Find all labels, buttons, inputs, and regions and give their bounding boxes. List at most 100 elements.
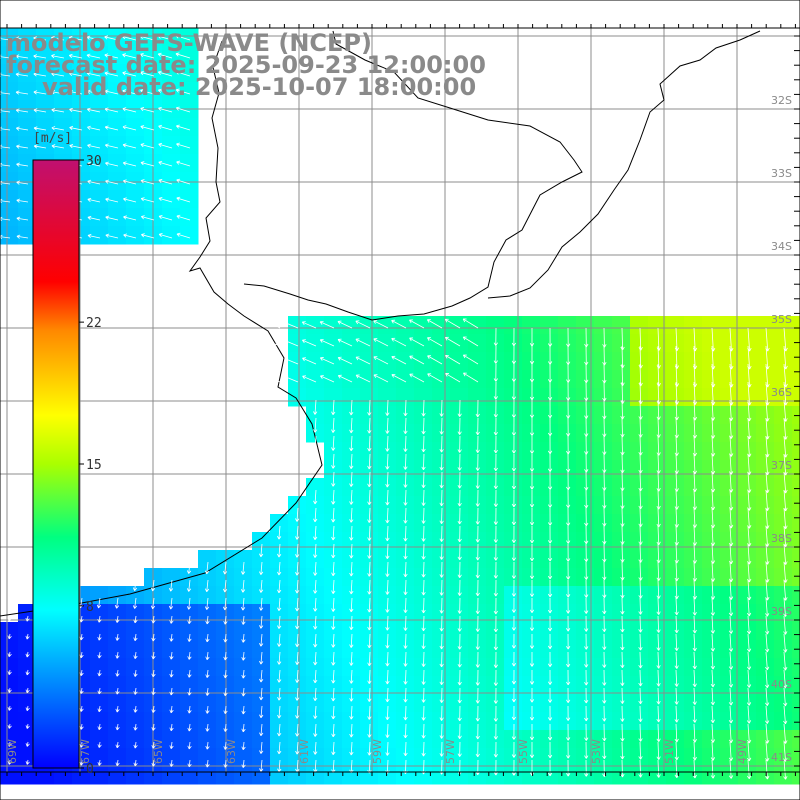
wind-cell: [18, 46, 37, 65]
wind-arrow: [584, 579, 589, 598]
wind-arrow: [385, 489, 390, 506]
wind-arrow: [385, 615, 390, 631]
wind-cell: [396, 334, 415, 353]
wind-cell: [252, 676, 271, 695]
wind-arrow: [79, 687, 84, 694]
wind-arrow: [277, 561, 282, 576]
wind-cell: [216, 640, 235, 659]
wind-arrow: [349, 471, 354, 487]
wind-cell: [558, 406, 577, 425]
wind-arrow: [266, 375, 281, 383]
wind-arrow: [151, 615, 156, 624]
wind-arrow: [475, 579, 480, 597]
wind-arrow: [511, 327, 517, 347]
wind-cell: [630, 676, 649, 695]
wind-arrow: [367, 651, 372, 667]
wind-arrow: [620, 525, 625, 545]
longitude-label: 57W: [444, 739, 457, 764]
wind-arrow: [169, 759, 174, 767]
wind-arrow: [86, 71, 101, 77]
wind-cell: [702, 478, 721, 497]
wind-cell: [504, 622, 523, 641]
wind-arrow: [475, 651, 480, 668]
wind-arrow: [331, 417, 336, 433]
wind-cell: [792, 694, 800, 713]
wind-cell: [342, 424, 361, 443]
wind-cell: [612, 388, 631, 407]
wind-cell: [108, 730, 127, 749]
wind-cell: [612, 694, 631, 713]
wind-cell: [666, 514, 685, 533]
wind-arrow: [122, 53, 137, 59]
wind-arrow: [133, 669, 138, 677]
wind-arrow: [728, 759, 734, 779]
wind-cell: [108, 586, 127, 605]
wind-arrow: [566, 417, 571, 437]
wind-cell: [288, 748, 307, 767]
wind-arrow: [385, 723, 390, 738]
wind-cell: [756, 316, 775, 335]
wind-arrow: [403, 687, 408, 703]
wind-cell: [432, 676, 451, 695]
wind-cell: [414, 388, 433, 407]
wind-cell: [594, 640, 613, 659]
wind-cell: [594, 622, 613, 641]
wind-arrow: [638, 633, 643, 651]
wind-cell: [792, 676, 800, 695]
wind-cell: [162, 676, 181, 695]
wind-cell: [720, 370, 739, 389]
wind-arrow: [746, 687, 752, 706]
wind-arrow: [427, 355, 443, 365]
wind-cell: [774, 550, 793, 569]
wind-cell: [342, 766, 361, 785]
wind-cell: [468, 406, 487, 425]
wind-arrow: [638, 597, 643, 615]
valid-date: valid date: 2025-10-07 18:00:00: [42, 73, 477, 101]
wind-cell: [162, 640, 181, 659]
wind-cell: [594, 568, 613, 587]
wind-arrow: [259, 633, 264, 647]
wind-cell: [756, 424, 775, 443]
wind-arrow: [79, 669, 84, 677]
wind-arrow: [133, 705, 138, 713]
wind-arrow: [457, 669, 462, 686]
wind-cell: [792, 604, 800, 623]
wind-cell: [306, 622, 325, 641]
wind-cell: [162, 118, 181, 137]
wind-arrow: [457, 561, 462, 578]
wind-cell: [180, 226, 199, 245]
wind-cell: [774, 748, 793, 767]
wind-cell: [0, 676, 19, 695]
wind-cell: [702, 676, 721, 695]
wind-arrow: [367, 471, 372, 488]
wind-arrow: [493, 723, 498, 740]
wind-arrow: [302, 357, 317, 365]
wind-cell: [180, 28, 199, 47]
wind-cell: [558, 424, 577, 443]
wind-cell: [612, 514, 631, 533]
wind-cell: [666, 478, 685, 497]
wind-cell: [540, 352, 559, 371]
wind-cell: [684, 388, 703, 407]
wind-arrow: [493, 669, 498, 686]
wind-arrow: [151, 759, 156, 767]
wind-arrow: [457, 543, 462, 561]
wind-cell: [180, 640, 199, 659]
wind-cell: [162, 730, 181, 749]
wind-cell: [522, 460, 541, 479]
wind-arrow: [620, 543, 625, 563]
wind-arrow: [115, 651, 120, 659]
wind-arrow: [169, 723, 174, 732]
wind-arrow: [51, 72, 65, 77]
wind-arrow: [656, 651, 661, 669]
wind-arrow: [295, 525, 300, 540]
wind-arrow: [284, 357, 299, 365]
wind-cell: [126, 118, 145, 137]
wind-cell: [468, 424, 487, 443]
wind-cell: [792, 586, 800, 605]
wind-arrow: [421, 471, 426, 488]
wind-cell: [684, 442, 703, 461]
wind-cell: [684, 352, 703, 371]
wind-arrow: [151, 741, 156, 749]
wind-cell: [252, 604, 271, 623]
